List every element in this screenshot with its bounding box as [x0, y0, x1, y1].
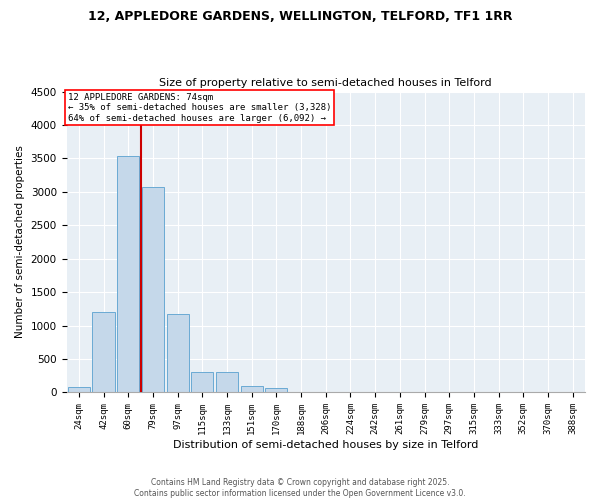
Bar [92, 312, 115, 392]
Bar [142, 186, 164, 392]
Bar [241, 386, 263, 392]
Text: Contains HM Land Registry data © Crown copyright and database right 2025.
Contai: Contains HM Land Registry data © Crown c… [134, 478, 466, 498]
X-axis label: Distribution of semi-detached houses by size in Telford: Distribution of semi-detached houses by … [173, 440, 478, 450]
Bar [68, 387, 90, 392]
Bar [167, 314, 189, 392]
Bar [191, 372, 214, 392]
Bar [265, 388, 287, 392]
Text: 12 APPLEDORE GARDENS: 74sqm
← 35% of semi-detached houses are smaller (3,328)
64: 12 APPLEDORE GARDENS: 74sqm ← 35% of sem… [68, 93, 331, 122]
Bar [216, 372, 238, 392]
Text: 12, APPLEDORE GARDENS, WELLINGTON, TELFORD, TF1 1RR: 12, APPLEDORE GARDENS, WELLINGTON, TELFO… [88, 10, 512, 23]
Y-axis label: Number of semi-detached properties: Number of semi-detached properties [15, 146, 25, 338]
Bar [117, 156, 139, 392]
Title: Size of property relative to semi-detached houses in Telford: Size of property relative to semi-detach… [160, 78, 492, 88]
